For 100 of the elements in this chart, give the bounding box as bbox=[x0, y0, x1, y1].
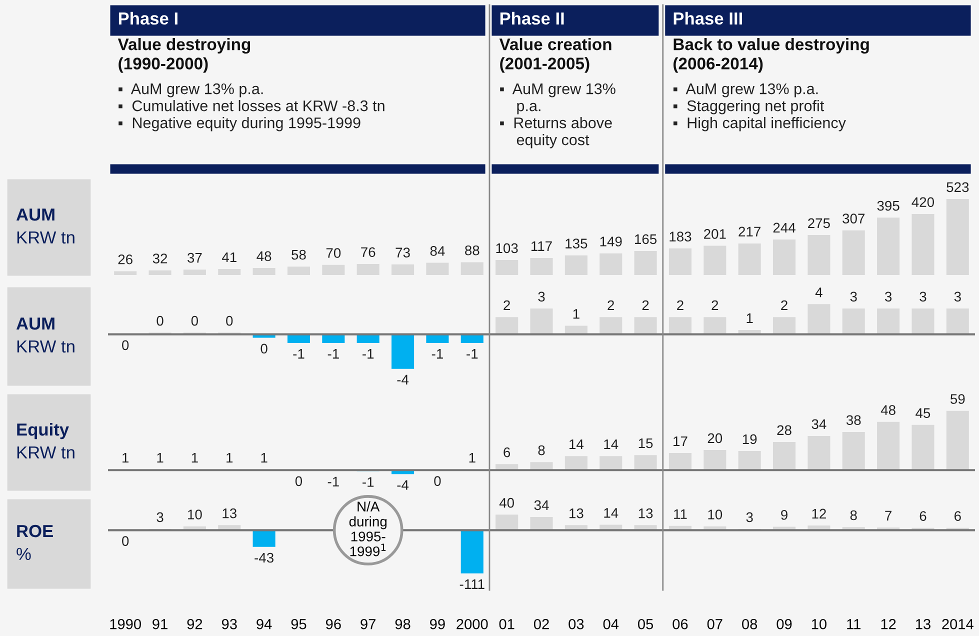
data-label: -1 bbox=[432, 349, 443, 359]
y-axis-title: AUM KRW tn bbox=[16, 208, 74, 244]
data-label: 73 bbox=[396, 248, 410, 258]
data-label: -4 bbox=[397, 374, 409, 384]
data-label: 10 bbox=[708, 510, 722, 520]
x-tick-label: 02 bbox=[534, 618, 549, 630]
x-tick-label: 2014 bbox=[942, 618, 974, 630]
data-label: 12 bbox=[812, 508, 826, 518]
data-label: 76 bbox=[361, 247, 376, 258]
data-label: 2 bbox=[677, 300, 684, 310]
data-label: 59 bbox=[950, 394, 965, 404]
x-tick-label: 99 bbox=[430, 618, 445, 630]
data-label: 13 bbox=[570, 508, 584, 518]
x-tick-label: 97 bbox=[360, 618, 376, 630]
data-label: -1 bbox=[362, 349, 374, 359]
data-label: 149 bbox=[600, 236, 622, 246]
data-label: 38 bbox=[846, 415, 861, 426]
data-label: 8 bbox=[538, 445, 545, 456]
data-label: 135 bbox=[566, 238, 588, 248]
x-tick-label: 04 bbox=[603, 618, 619, 630]
x-tick-label: 07 bbox=[707, 618, 722, 630]
data-label: 3 bbox=[746, 512, 753, 522]
text: Back to value destroying (2006-2014) ▪ AuM grew 13% p.a. ▪ Staggering net profit ▪ High capital inefficiency bbox=[673, 38, 869, 132]
data-label: 3 bbox=[156, 512, 164, 522]
data-label: 3 bbox=[850, 292, 857, 302]
data-label: -4 bbox=[397, 480, 409, 490]
x-tick-label: 03 bbox=[568, 618, 584, 630]
x-tick-label: 2000 bbox=[456, 618, 488, 630]
data-label: 2 bbox=[608, 300, 614, 310]
data-label: 34 bbox=[534, 500, 549, 510]
x-tick-label: 08 bbox=[742, 618, 758, 630]
data-label: -1 bbox=[328, 476, 339, 486]
data-label: 48 bbox=[880, 405, 896, 415]
x-tick-label: 12 bbox=[881, 618, 896, 630]
data-label: 1 bbox=[157, 452, 164, 462]
data-label: 1 bbox=[122, 452, 129, 462]
data-label: 58 bbox=[292, 250, 306, 260]
data-label: 2 bbox=[712, 300, 718, 310]
data-label: 1 bbox=[226, 452, 233, 462]
data-label: 183 bbox=[670, 232, 692, 242]
x-tick-label: 96 bbox=[326, 618, 341, 630]
data-label: -43 bbox=[254, 552, 274, 563]
annotation: N/A during 1995- 1999$^{1}$ bbox=[349, 501, 387, 556]
x-tick-label: 11 bbox=[847, 619, 860, 630]
x-tick-label: 91 bbox=[152, 618, 168, 630]
x-tick-label: 98 bbox=[395, 618, 410, 630]
data-label: 244 bbox=[773, 222, 796, 232]
data-label: 14 bbox=[604, 508, 618, 518]
data-label: 45 bbox=[916, 408, 930, 418]
data-label: 28 bbox=[777, 425, 792, 436]
data-label: 15 bbox=[638, 438, 653, 448]
data-label: 165 bbox=[635, 234, 657, 244]
data-label: 307 bbox=[842, 214, 865, 224]
data-label: 20 bbox=[708, 433, 722, 444]
text: Phase III bbox=[674, 12, 742, 25]
data-label: 0 bbox=[191, 316, 198, 326]
data-label: 6 bbox=[920, 511, 926, 521]
data-label: 1 bbox=[469, 452, 476, 462]
data-label: 8 bbox=[850, 510, 857, 520]
data-label: -1 bbox=[328, 349, 339, 359]
data-label: 6 bbox=[504, 447, 510, 458]
data-label: 19 bbox=[742, 434, 757, 444]
data-label: -1 bbox=[362, 477, 374, 487]
data-label: 1 bbox=[573, 309, 580, 319]
data-label: -1 bbox=[293, 349, 304, 359]
data-label: 14 bbox=[604, 439, 618, 450]
x-tick-label: 1990 bbox=[110, 618, 141, 630]
data-label: 395 bbox=[877, 200, 900, 211]
data-label: 14 bbox=[570, 439, 584, 450]
data-label: 34 bbox=[812, 419, 826, 430]
data-label: 10 bbox=[188, 510, 202, 520]
data-label: 1 bbox=[261, 452, 268, 462]
text: Phase II bbox=[500, 12, 564, 25]
data-label: 48 bbox=[256, 251, 272, 262]
x-tick-label: 13 bbox=[916, 618, 930, 630]
data-label: 0 bbox=[156, 316, 164, 326]
data-label: 523 bbox=[946, 182, 969, 192]
data-label: 1 bbox=[192, 452, 198, 462]
data-label: 37 bbox=[188, 252, 202, 263]
data-label: 1 bbox=[746, 313, 753, 323]
data-label: 17 bbox=[674, 436, 688, 446]
x-tick-label: 01 bbox=[499, 618, 514, 630]
data-label: 0 bbox=[122, 536, 129, 546]
data-label: 7 bbox=[885, 510, 892, 520]
x-tick-label: 05 bbox=[638, 618, 654, 630]
text: Value creation (2001-2005) ▪ AuM grew 13% p.a. ▪ Returns above equity cost bbox=[499, 38, 616, 148]
data-label: 3 bbox=[920, 292, 926, 302]
text: Value destroying (1990-2000) ▪ AuM grew 13% p.a. ▪ Cumulative net losses at KRW -8.3 tn ▪ Negative equity during 1995-1999 bbox=[118, 38, 384, 132]
data-label: 3 bbox=[538, 292, 545, 302]
data-label: 201 bbox=[704, 229, 726, 239]
y-axis-title: ROE % bbox=[16, 524, 53, 560]
data-label: 0 bbox=[260, 344, 268, 354]
data-label: 0 bbox=[226, 316, 233, 326]
data-label: 0 bbox=[434, 476, 441, 486]
x-tick-label: 93 bbox=[222, 618, 237, 630]
data-label: 0 bbox=[295, 476, 302, 486]
data-label: 2 bbox=[504, 300, 510, 310]
data-label: 88 bbox=[465, 245, 480, 256]
data-label: 420 bbox=[912, 197, 934, 208]
data-label: 2 bbox=[642, 300, 649, 310]
